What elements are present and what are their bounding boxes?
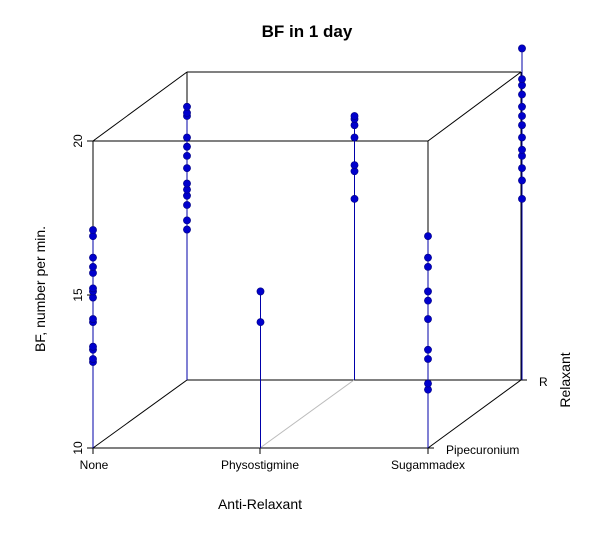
data-point <box>424 315 432 323</box>
cube-frame <box>92 71 522 449</box>
data-point <box>518 102 526 111</box>
z-tick-label: 20 <box>71 134 85 148</box>
data-point <box>256 318 265 327</box>
data-point <box>89 355 97 363</box>
data-point <box>89 226 97 234</box>
x-axis-label: Anti-Relaxant <box>218 496 302 512</box>
data-point <box>424 262 432 271</box>
y-axis-label: Relaxant <box>557 352 573 407</box>
data-point <box>256 287 265 296</box>
data-point <box>424 345 432 354</box>
data-point <box>183 151 191 160</box>
x-axis: None Physostigmine Sugammadex Anti-Relax… <box>80 448 465 512</box>
z-tick-label: 15 <box>71 288 85 302</box>
data-point <box>183 225 191 234</box>
data-point <box>183 216 191 225</box>
x-tick-label: Sugammadex <box>391 458 465 472</box>
data-point <box>518 90 526 99</box>
chart-title: BF in 1 day <box>262 22 353 41</box>
data-point <box>518 133 526 142</box>
data-point <box>89 262 97 271</box>
floor-diagonal-line <box>259 379 355 449</box>
x-tick-label: Physostigmine <box>221 458 299 472</box>
data-point <box>424 379 432 388</box>
data-point <box>518 145 526 154</box>
z-axis-label: BF, number per min. <box>32 226 48 352</box>
data-point <box>183 201 191 209</box>
data-point <box>350 194 359 203</box>
z-tick-label: 10 <box>71 441 85 455</box>
data-point <box>89 253 97 262</box>
data-point <box>424 287 432 296</box>
x-tick-label: None <box>80 458 109 472</box>
y-tick-label: R <box>539 375 548 389</box>
data-point <box>424 355 432 363</box>
data-point <box>424 296 432 305</box>
data-point <box>183 102 191 111</box>
data-point <box>350 161 359 169</box>
data-point <box>518 75 526 84</box>
data-point <box>350 112 359 120</box>
data-point <box>424 253 432 262</box>
data-point <box>518 164 526 173</box>
data-point <box>89 315 97 323</box>
data-point <box>518 121 526 130</box>
data-point <box>424 232 432 241</box>
y-tick-label: Pipecuronium <box>446 443 519 457</box>
data-point <box>183 164 191 173</box>
data-point <box>518 176 526 185</box>
data-point <box>89 342 97 351</box>
data-point <box>518 112 526 120</box>
data-point <box>89 284 97 293</box>
data-point <box>183 142 191 151</box>
data-point <box>350 133 359 142</box>
y-axis: Pipecuronium R Relaxant <box>428 352 573 457</box>
data-marks <box>89 44 526 448</box>
data-point <box>183 179 191 188</box>
data-point <box>518 44 526 53</box>
data-point <box>518 194 526 203</box>
z-axis: 20 15 10 BF, number per min. <box>32 134 93 455</box>
data-point <box>183 133 191 142</box>
